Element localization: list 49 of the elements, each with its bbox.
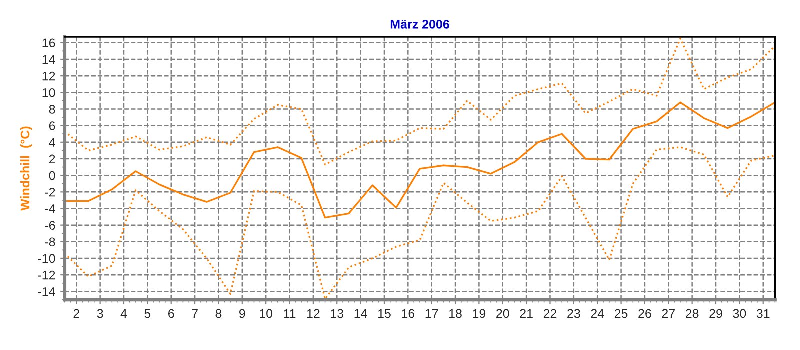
y-tick-label: -10 [38,254,56,264]
x-tick-label: 11 [284,309,296,318]
y-axis-title: Windchill (°C) [20,126,32,211]
y-tick-label: 8 [49,105,56,114]
x-tick-label: 30 [733,309,746,318]
x-tick-label: 5 [144,309,151,318]
y-tick-label: 14 [42,55,56,64]
y-tick-label: -2 [45,188,56,197]
x-tick-label: 26 [638,309,652,318]
y-tick-label: 2 [49,154,56,164]
x-tick-label: 18 [450,309,462,318]
x-tick-label: 17 [426,309,438,318]
x-tick-label: 12 [307,309,320,318]
x-tick-label: 23 [568,309,580,318]
x-tick-label: 29 [710,309,722,318]
x-tick-label: 7 [192,309,198,318]
y-tick-label: 4 [49,138,56,147]
x-tick-label: 19 [473,309,486,318]
x-tick-label: 9 [240,309,246,318]
y-tick-label: 0 [49,171,56,180]
x-tick-label: 27 [662,309,675,318]
y-tick-label: -4 [45,204,56,214]
y-tick-label: 10 [42,88,56,98]
y-tick-label: -8 [45,238,56,247]
chart-title: März 2006 [390,20,450,29]
x-tick-label: 20 [496,309,510,318]
line-series [64,102,776,219]
x-tick-label: 16 [402,309,415,318]
x-tick-label: 31 [756,309,770,318]
x-tick-label: 14 [354,309,368,318]
x-tick-label: 28 [686,309,699,318]
x-tick-label: 4 [120,309,128,318]
y-tick-label: -14 [38,288,56,296]
x-tick-label: 22 [544,309,557,318]
x-tick-label: 25 [614,309,628,318]
y-tick-label: -6 [45,221,56,230]
x-tick-label: 8 [216,309,222,318]
x-tick-label: 2 [74,309,80,318]
x-tick-label: 10 [260,309,273,318]
y-tick-label: -12 [38,270,56,280]
y-tick-label: 16 [42,38,56,48]
x-tick-label: 6 [168,309,174,318]
x-tick-label: 15 [378,309,391,318]
x-tick-label: 21 [520,309,533,318]
x-tick-label: 24 [591,309,604,318]
x-tick-label: 13 [331,309,344,318]
y-tick-label: 12 [42,72,56,81]
y-tick-label: 6 [49,122,56,130]
x-tick-label: 3 [97,309,104,318]
